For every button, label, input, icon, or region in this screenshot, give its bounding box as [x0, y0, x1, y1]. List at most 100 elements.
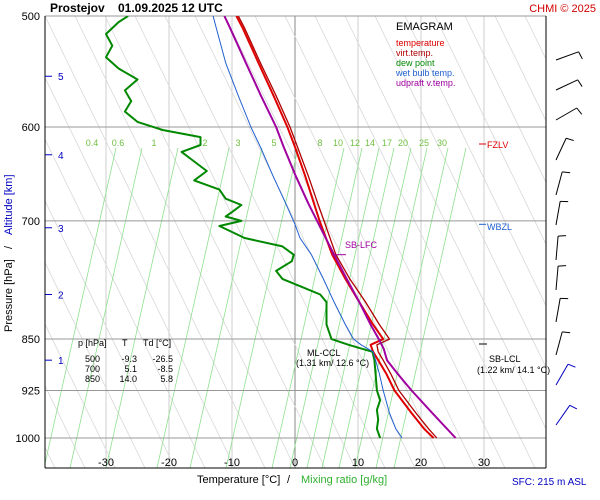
mixing-ratio-line — [306, 147, 380, 468]
mixing-ratio-label: 3 — [235, 138, 240, 148]
wind-barb-flag — [569, 404, 578, 410]
x-axis-title-sep: / — [287, 474, 291, 486]
adiabat-line — [74, 16, 296, 468]
mixing-ratio-line — [45, 147, 117, 466]
adiabat-line — [45, 323, 116, 468]
wind-barb-staff — [555, 298, 561, 323]
table-cell: 850 — [85, 374, 100, 384]
adiabat-line — [45, 16, 266, 468]
mixing-ratio-label: 0.6 — [112, 138, 125, 148]
table-cell: 500 — [85, 354, 100, 364]
legend-wet-bulb: wet bulb temp. — [395, 68, 455, 78]
x-tick-label: -20 — [161, 457, 177, 469]
sb-lcl-label: SB-LCL — [489, 354, 521, 364]
wind-barb-flag — [567, 363, 576, 368]
x-tick-label: 30 — [478, 457, 490, 469]
y-axis-title-pressure: Pressure [hPa] — [3, 259, 15, 332]
adiabat-line — [45, 138, 206, 468]
altitude-tick-label: 5 — [58, 72, 64, 83]
mixing-ratio-label: 1 — [151, 138, 156, 148]
x-tick-label: 20 — [415, 457, 427, 469]
table-cell: 700 — [85, 364, 100, 374]
adiabat-line — [585, 16, 600, 468]
wind-barb-staff — [555, 363, 569, 386]
mixing-ratio-line — [189, 147, 263, 468]
wind-barb-staff — [555, 138, 567, 161]
mixing-ratio-line — [69, 147, 143, 468]
legend-temperature: temperature — [396, 38, 445, 48]
x-tick-label: 10 — [352, 457, 364, 469]
y-axis-title-sep: / — [3, 245, 15, 249]
mixing-ratio-line — [321, 147, 395, 468]
mixing-ratio-label: 5 — [271, 138, 276, 148]
wind-barb-flag — [562, 171, 571, 174]
altitude-tick-label: 3 — [58, 224, 64, 235]
altitude-tick-label: 4 — [58, 151, 64, 162]
adiabat-line — [555, 16, 600, 468]
mixing-ratio-label: 10 — [333, 138, 343, 148]
adiabat-line — [344, 16, 546, 430]
mixing-ratio-line — [393, 147, 467, 468]
wind-barb-staff — [555, 405, 571, 426]
series-virt-temp- — [237, 16, 438, 439]
x-tick-label: -30 — [98, 457, 114, 469]
legend-title: EMAGRAM — [396, 21, 453, 33]
wind-barb-staff — [555, 171, 563, 196]
mixing-ratio-line — [375, 147, 449, 468]
surface-elevation: SFC: 215 m ASL — [512, 477, 587, 488]
x-tick-label: 0 — [292, 457, 298, 469]
mixing-ratio-line — [354, 147, 428, 468]
adiabat-line — [0, 16, 25, 468]
adiabat-line — [314, 16, 536, 468]
table-cell: -26.5 — [152, 354, 173, 364]
wind-barb-flag — [565, 137, 574, 142]
adiabat-line — [45, 446, 56, 468]
adiabat-line — [494, 16, 546, 122]
wbzl-label: WBZL — [487, 222, 512, 232]
wind-barb-flag — [576, 107, 583, 115]
adiabat-line — [104, 16, 326, 468]
sounding-table: p [hPa] T Td [°C] 500 -9.3 -26.5 700 5.1… — [78, 338, 173, 384]
altitude-tick-label: 2 — [58, 290, 64, 301]
wind-barb-staff — [555, 331, 563, 356]
mixing-ratio-line — [271, 147, 345, 468]
table-header-t: T — [122, 338, 128, 348]
adiabat-line — [134, 16, 356, 468]
y-tick-label: 925 — [22, 386, 40, 398]
wind-barb-flag — [578, 51, 583, 60]
y-tick-label: 1000 — [16, 433, 40, 445]
table-cell: -9.3 — [121, 354, 137, 364]
pressure-grid — [45, 15, 546, 439]
wind-barb-flag — [562, 331, 571, 334]
level-markers — [331, 143, 487, 345]
copyright-label: CHMI © 2025 — [529, 3, 596, 15]
x-axis-title-temp: Temperature [°C] — [197, 474, 280, 486]
wind-barbs — [555, 51, 583, 426]
adiabat-line — [45, 384, 86, 468]
table-cell: 5.8 — [160, 374, 173, 384]
table-header-p: p [hPa] — [78, 338, 107, 348]
adiabat-line — [45, 261, 146, 468]
table-header-td: Td [°C] — [143, 338, 171, 348]
wind-barb-staff — [555, 201, 561, 226]
series-wet-bulb-temp- — [212, 16, 403, 439]
mixing-ratio-label: 0.4 — [86, 138, 99, 148]
table-cell: 14.0 — [119, 374, 137, 384]
adiabat-line — [164, 16, 386, 468]
adiabat-line — [224, 16, 446, 468]
mixing-ratio-label: 8 — [317, 138, 322, 148]
station-name: Prostejov — [50, 1, 105, 15]
series-dew-point — [105, 16, 382, 439]
y-axis-title-altitude: Altitude [km] — [3, 174, 15, 235]
wind-barb-staff — [555, 107, 578, 121]
y-axis-title: Pressure [hPa] / Altitude [km] — [3, 174, 15, 332]
mixing-ratio-label: 2 — [202, 138, 207, 148]
legend: EMAGRAM temperature virt.temp. dew point… — [395, 21, 455, 88]
wind-barb-flag — [577, 79, 583, 87]
mixing-ratio-line — [105, 147, 179, 468]
mixing-ratio-label: 20 — [398, 138, 408, 148]
ml-ccl-info: (1.31 km/ 12.6 °C) — [296, 358, 369, 368]
adiabat-line — [284, 16, 506, 468]
legend-updraft: udpraft v.temp. — [396, 78, 455, 88]
